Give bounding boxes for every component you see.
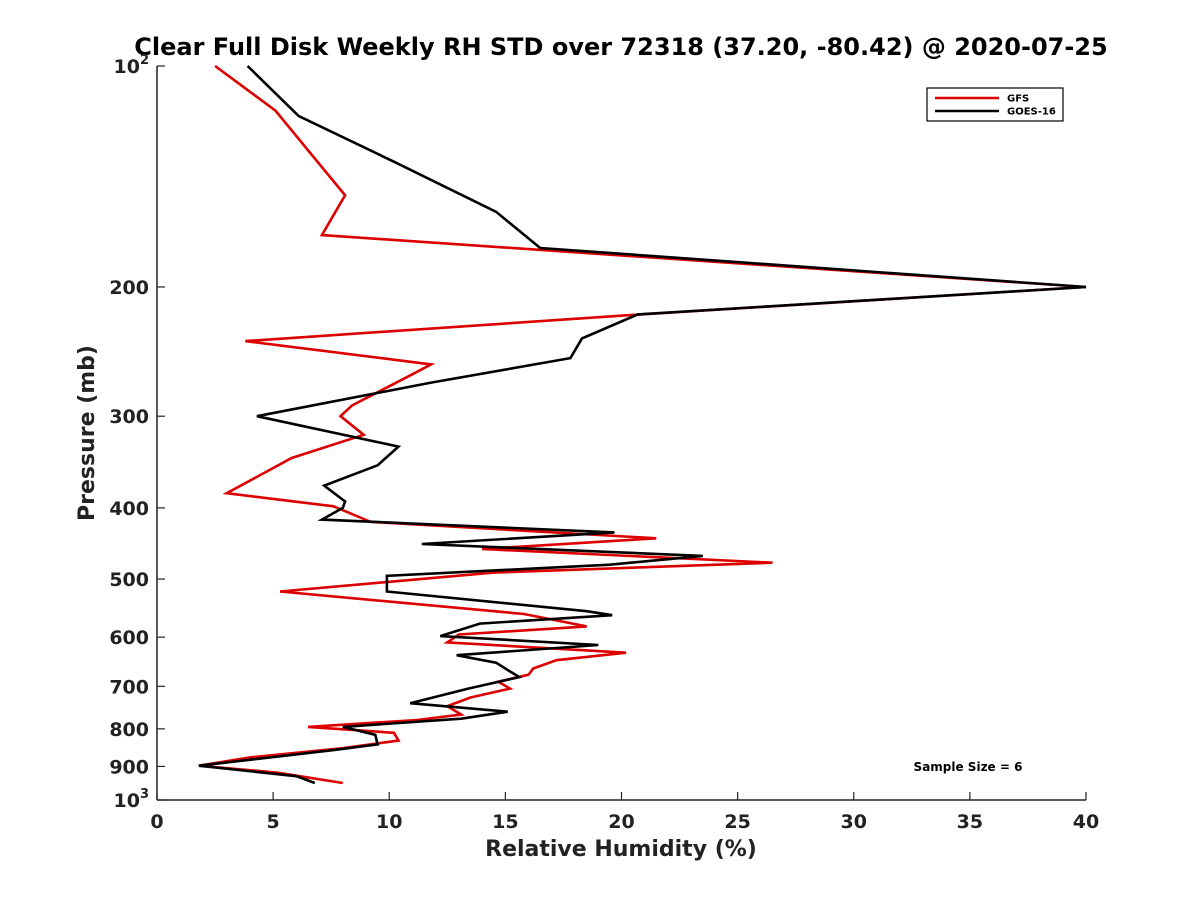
- y-tick-label: 600: [109, 627, 149, 649]
- x-tick-label: 0: [150, 811, 163, 833]
- y-tick-label: 900: [109, 756, 149, 778]
- legend-label-goes-16: GOES-16: [1007, 107, 1056, 118]
- series-line-goes-16: [198, 65, 1087, 785]
- y-tick-label: 800: [109, 719, 149, 741]
- y-tick-label: 103: [114, 787, 150, 812]
- y-tick-label: 400: [109, 498, 149, 520]
- x-tick-label: 15: [492, 811, 518, 833]
- y-tick-label: 102: [114, 53, 150, 78]
- sample-size-annotation: Sample Size = 6: [914, 760, 1023, 774]
- y-tick-label: 700: [109, 676, 149, 698]
- x-tick-label: 10: [376, 811, 402, 833]
- series-layer: [198, 64, 1087, 785]
- x-axis-label: Relative Humidity (%): [485, 837, 757, 862]
- x-tick-label: 40: [1073, 811, 1099, 833]
- chart-title: Clear Full Disk Weekly RH STD over 72318…: [134, 33, 1107, 61]
- y-axis-label: Pressure (mb): [75, 345, 100, 521]
- x-tick-label: 30: [841, 811, 867, 833]
- y-tick-label: 200: [109, 277, 149, 299]
- legend-box: [926, 87, 1064, 122]
- x-axis: 0 5 10 15 20 25 30 35 40: [150, 792, 1099, 833]
- legend: GFS GOES-16: [926, 87, 1064, 122]
- y-tick-label: 300: [109, 406, 149, 428]
- x-tick-label: 35: [957, 811, 983, 833]
- legend-label-gfs: GFS: [1007, 94, 1029, 105]
- x-tick-label: 20: [608, 811, 634, 833]
- x-tick-label: 25: [724, 811, 750, 833]
- y-tick-label: 500: [109, 569, 149, 591]
- y-axis: 102 200 300 400 500 600 700 800 900 103: [109, 53, 165, 812]
- series-line-gfs: [198, 64, 1087, 785]
- x-tick-label: 5: [267, 811, 280, 833]
